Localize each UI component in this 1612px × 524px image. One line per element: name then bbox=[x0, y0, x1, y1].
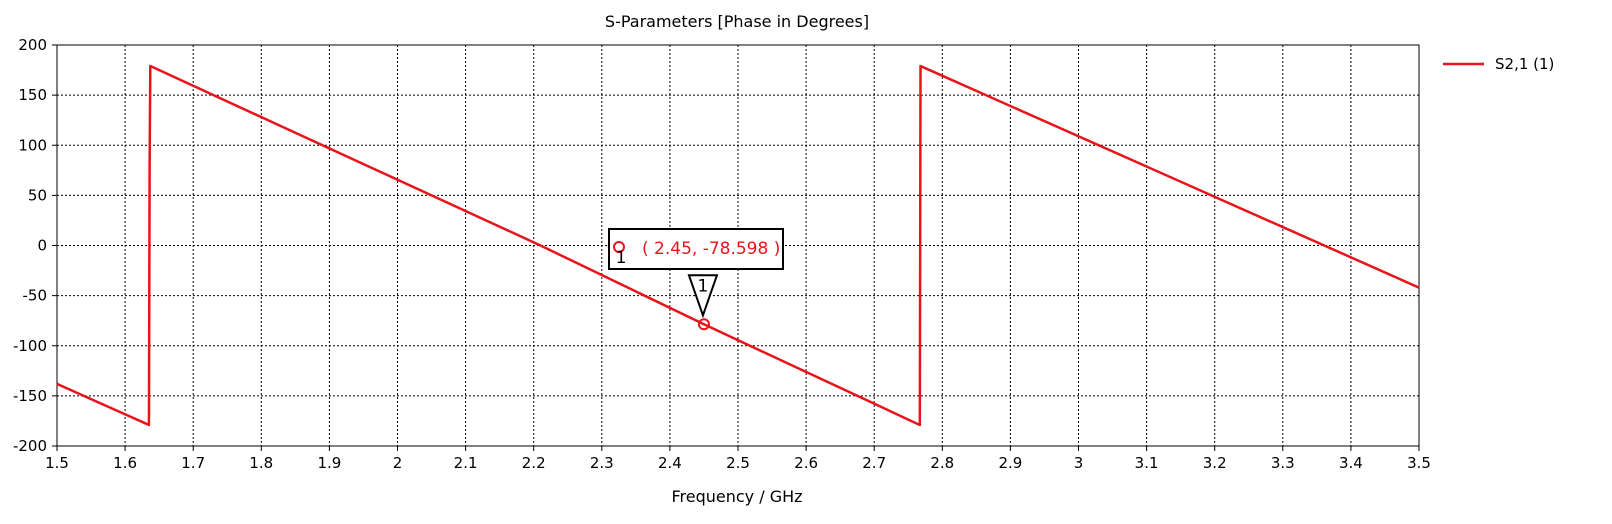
x-tick-label: 2.7 bbox=[862, 454, 886, 472]
x-tick-label: 3.4 bbox=[1339, 454, 1363, 472]
y-axis-ticks: -200 -150 -100 -50 0 50 100 150 200 bbox=[13, 36, 57, 455]
x-tick-label: 1.8 bbox=[249, 454, 273, 472]
y-tick-label: -150 bbox=[13, 387, 47, 405]
y-tick-label: 50 bbox=[28, 186, 47, 204]
x-tick-label: 3 bbox=[1074, 454, 1084, 472]
y-tick-label: -200 bbox=[13, 437, 47, 455]
grid-lines bbox=[57, 45, 1419, 446]
series-layer bbox=[56, 64, 1420, 427]
marker-pointer bbox=[687, 274, 719, 319]
x-tick-label: 3.2 bbox=[1203, 454, 1227, 472]
x-tick-label: 2.3 bbox=[590, 454, 614, 472]
x-tick-label: 2.4 bbox=[658, 454, 682, 472]
y-tick-label: -100 bbox=[13, 337, 47, 355]
y-tick-label: 0 bbox=[37, 237, 47, 255]
y-tick-label: 200 bbox=[18, 36, 47, 54]
legend-label-s21: S2,1 (1) bbox=[1495, 55, 1554, 73]
x-tick-label: 3.3 bbox=[1271, 454, 1295, 472]
marker-layer: 1 1 ( 2.45, -78.598 ) bbox=[608, 228, 784, 331]
x-tick-label: 2.1 bbox=[454, 454, 478, 472]
y-tick-label: 100 bbox=[18, 136, 47, 154]
legend: S2,1 (1) bbox=[1443, 55, 1554, 73]
x-tick-label: 2.9 bbox=[998, 454, 1022, 472]
x-tick-label: 3.1 bbox=[1135, 454, 1159, 472]
marker-point bbox=[697, 318, 710, 331]
x-tick-label: 2.2 bbox=[522, 454, 546, 472]
x-axis-label: Frequency / GHz bbox=[671, 487, 802, 506]
series-line-s21 bbox=[56, 64, 1420, 427]
x-tick-label: 1.7 bbox=[181, 454, 205, 472]
x-tick-label: 1.9 bbox=[317, 454, 341, 472]
x-tick-label: 2.8 bbox=[930, 454, 954, 472]
x-axis-ticks: 1.5 1.6 1.7 1.8 1.9 2 2.1 2.2 2.3 2.4 2.5 2.6 2.7 2.8… bbox=[45, 446, 1431, 472]
x-tick-label: 1.6 bbox=[113, 454, 137, 472]
chart-title: S-Parameters [Phase in Degrees] bbox=[605, 12, 869, 31]
x-tick-label: 2.6 bbox=[794, 454, 818, 472]
x-tick-label: 1.5 bbox=[45, 454, 69, 472]
marker-readout-id: 1 bbox=[616, 248, 627, 268]
x-tick-label: 2.5 bbox=[726, 454, 750, 472]
marker-readout-value: ( 2.45, -78.598 ) bbox=[642, 239, 780, 259]
y-tick-label: -50 bbox=[23, 287, 48, 305]
marker-pointer-id: 1 bbox=[698, 276, 709, 296]
x-tick-label: 2 bbox=[393, 454, 403, 472]
x-tick-label: 3.5 bbox=[1407, 454, 1431, 472]
marker-readout-symbol bbox=[613, 241, 625, 253]
marker-readout-box bbox=[608, 228, 784, 270]
y-tick-label: 150 bbox=[18, 86, 47, 104]
